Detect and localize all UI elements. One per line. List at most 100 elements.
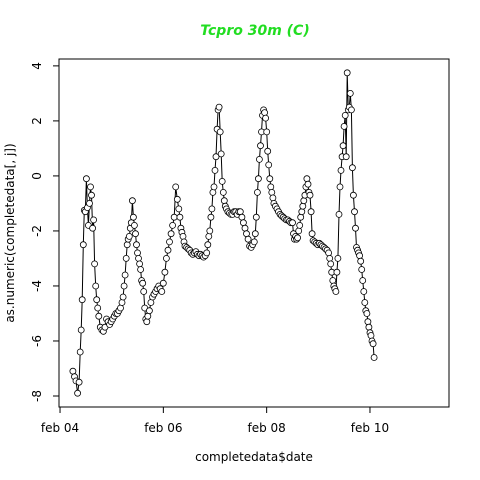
data-point — [120, 282, 128, 290]
data-point — [212, 153, 220, 161]
data-point — [333, 268, 341, 276]
data-point — [251, 230, 259, 238]
data-point — [162, 254, 170, 262]
data-point — [265, 161, 273, 169]
data-point — [336, 183, 344, 191]
data-point — [210, 183, 218, 191]
data-point — [298, 208, 306, 216]
data-point — [360, 288, 368, 295]
data-point — [253, 188, 261, 196]
data-point — [347, 106, 355, 114]
data-point — [123, 241, 131, 249]
data-point — [216, 128, 224, 136]
x-axis: feb 04 feb 06 feb 08 feb 10 — [41, 407, 389, 435]
data-point — [122, 254, 130, 262]
data-point — [329, 277, 337, 284]
data-point — [252, 213, 260, 221]
data-point — [139, 279, 147, 287]
data-point — [170, 213, 178, 221]
data-point — [145, 307, 153, 315]
data-point — [69, 367, 77, 375]
data-point — [91, 260, 98, 268]
data-point — [137, 266, 145, 273]
data-point — [261, 109, 269, 116]
data-point — [169, 221, 177, 229]
data-point — [303, 175, 311, 183]
data-point — [147, 299, 155, 306]
data-point — [87, 183, 94, 191]
data-point — [128, 197, 136, 205]
data-point — [306, 191, 314, 199]
data-point — [207, 213, 215, 221]
data-point — [332, 288, 340, 295]
data-point — [326, 254, 334, 262]
data-point — [158, 288, 166, 295]
data-point — [255, 155, 263, 163]
data-point — [74, 389, 81, 397]
data-point — [92, 282, 100, 290]
y-tick-label: 0 — [30, 172, 44, 180]
data-point — [78, 296, 86, 304]
data-point — [269, 194, 277, 202]
data-point — [143, 318, 151, 326]
data-point — [236, 208, 244, 216]
data-point — [357, 257, 365, 265]
data-point — [130, 221, 138, 229]
data-point — [132, 230, 139, 238]
data-point — [363, 310, 371, 317]
data-point — [86, 199, 93, 207]
plot-frame — [58, 58, 450, 408]
data-point — [335, 210, 343, 218]
data-point — [205, 232, 213, 240]
data-point — [239, 219, 247, 227]
data-point — [264, 147, 272, 155]
data-point — [119, 293, 127, 301]
data-point — [369, 340, 377, 348]
data-point — [117, 304, 124, 312]
data-point — [327, 260, 335, 268]
data-point — [299, 202, 307, 210]
data-point — [176, 213, 184, 221]
data-point — [294, 234, 302, 242]
data-point — [211, 166, 219, 174]
data-point — [215, 103, 223, 111]
data-point — [136, 260, 144, 268]
data-point — [257, 142, 264, 150]
data-point — [254, 175, 262, 183]
data-point — [361, 299, 369, 306]
data-point — [244, 235, 252, 243]
data-point — [121, 271, 129, 279]
data-point — [243, 230, 250, 238]
data-point — [339, 142, 347, 150]
data-point — [93, 296, 101, 304]
data-point — [167, 230, 175, 238]
data-point — [341, 112, 349, 119]
data-point — [241, 224, 249, 232]
data-point — [89, 224, 96, 232]
x-tick-label: feb 04 — [41, 421, 79, 435]
data-point — [351, 208, 358, 216]
data-point — [76, 348, 84, 356]
data-point — [134, 249, 141, 257]
data-point — [238, 213, 246, 221]
data-point — [219, 188, 227, 196]
y-tick-label: -2 — [30, 225, 44, 237]
data-point — [118, 299, 126, 306]
data-point — [365, 323, 373, 331]
data-point — [308, 230, 316, 238]
data-point — [83, 175, 90, 183]
data-point — [295, 227, 303, 235]
data-point — [173, 195, 181, 203]
series-points — [69, 69, 378, 397]
x-tick-label: feb 10 — [351, 421, 389, 435]
data-point — [77, 326, 85, 334]
data-point — [367, 332, 375, 339]
data-point — [175, 205, 183, 213]
data-point — [356, 252, 364, 260]
data-point — [166, 238, 173, 246]
data-point — [352, 224, 359, 232]
data-point — [95, 312, 103, 320]
data-point — [140, 288, 148, 295]
data-point — [220, 197, 228, 205]
